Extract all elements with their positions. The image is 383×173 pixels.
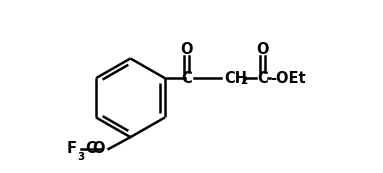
Text: O: O: [180, 42, 193, 57]
Text: C: C: [181, 71, 192, 86]
Text: O: O: [92, 142, 105, 157]
Text: C: C: [85, 142, 95, 157]
Text: CH: CH: [224, 71, 247, 86]
Text: C: C: [257, 71, 267, 86]
Text: -OEt: -OEt: [270, 71, 306, 86]
Text: F: F: [67, 142, 77, 157]
Text: O: O: [256, 42, 268, 57]
Text: 3: 3: [77, 152, 84, 162]
Text: 2: 2: [240, 76, 247, 86]
